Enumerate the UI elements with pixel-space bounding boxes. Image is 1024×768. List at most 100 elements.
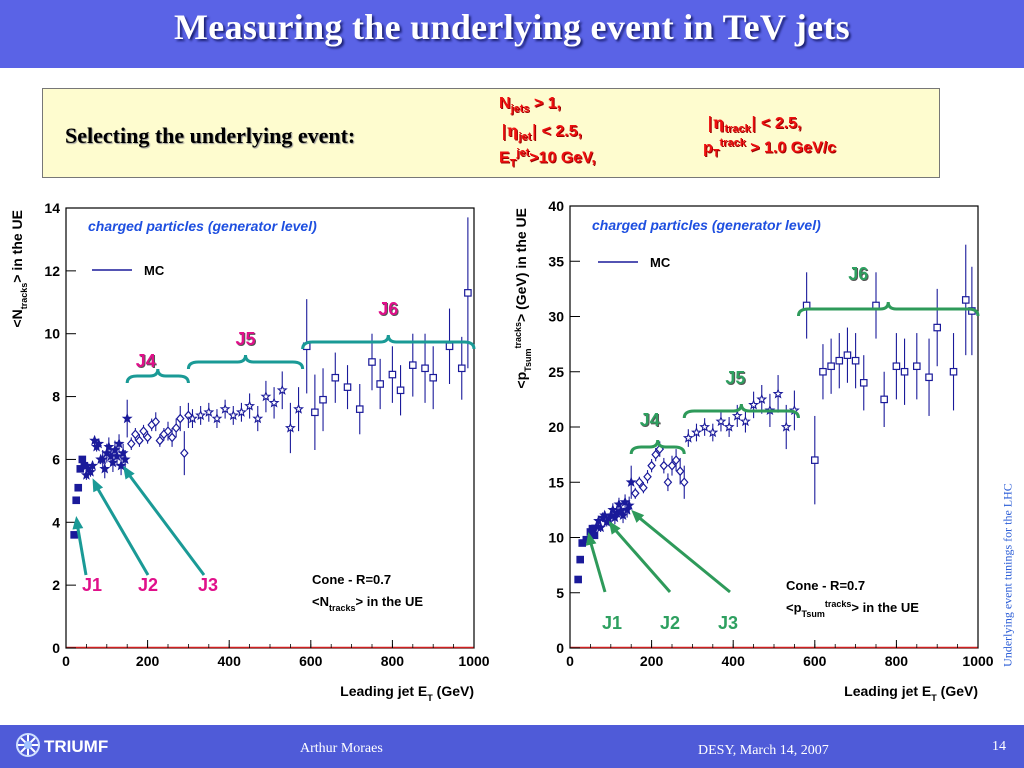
data-point bbox=[691, 426, 702, 438]
data-point bbox=[74, 483, 83, 492]
data-point bbox=[187, 412, 198, 424]
jet-label-j4: J4 bbox=[136, 351, 156, 371]
data-point bbox=[99, 463, 111, 474]
series-j3 bbox=[97, 399, 133, 479]
y-tick-label: 40 bbox=[548, 198, 564, 214]
data-point bbox=[892, 362, 901, 371]
legend: MC bbox=[92, 263, 165, 278]
data-point bbox=[85, 466, 96, 477]
data-point bbox=[679, 477, 689, 488]
slide-title: Measuring the underlying event in TeV je… bbox=[174, 7, 850, 47]
data-point bbox=[268, 397, 280, 408]
jet-label-j6: J6 bbox=[848, 264, 868, 284]
arrowhead-j1 bbox=[72, 516, 84, 530]
data-point bbox=[851, 356, 860, 365]
data-point bbox=[659, 460, 669, 471]
page-number: 14 bbox=[992, 739, 1006, 754]
series-j3 bbox=[607, 465, 637, 525]
triumf-logo-icon bbox=[16, 733, 40, 757]
data-point bbox=[625, 476, 637, 487]
data-point bbox=[396, 386, 405, 395]
brace-j4 bbox=[125, 368, 190, 384]
data-point bbox=[388, 370, 397, 379]
x-tick-label: 200 bbox=[136, 653, 160, 669]
selection-box: Selecting the underlying event: Njets > … bbox=[42, 88, 940, 178]
data-point bbox=[880, 395, 888, 404]
data-point bbox=[699, 421, 711, 432]
jet-label-j5: J5 bbox=[725, 368, 745, 388]
x-tick-label: 800 bbox=[885, 653, 909, 669]
arrow-j3 bbox=[637, 515, 731, 594]
data-point bbox=[429, 373, 438, 382]
data-point bbox=[72, 496, 81, 505]
data-point bbox=[827, 362, 835, 371]
data-point bbox=[574, 575, 582, 584]
data-point bbox=[464, 289, 472, 297]
jet-label-j3: J3 bbox=[718, 613, 738, 633]
y-tick-label: 10 bbox=[44, 326, 60, 342]
data-point bbox=[135, 435, 144, 446]
data-point bbox=[617, 509, 629, 521]
data-point bbox=[376, 380, 384, 388]
data-point bbox=[576, 555, 585, 564]
series-j6 bbox=[302, 217, 472, 450]
jet-label-j5: J5 bbox=[236, 329, 256, 349]
data-point bbox=[103, 441, 115, 452]
data-point bbox=[756, 393, 768, 405]
criterion-eta-track: |ηtrack| < 2.5, bbox=[707, 113, 802, 136]
data-point bbox=[155, 435, 165, 446]
series-j5 bbox=[682, 375, 800, 450]
criterion-et-jet: ETjet>10 GeV, bbox=[499, 147, 596, 170]
data-point bbox=[284, 422, 296, 433]
data-point bbox=[949, 367, 958, 376]
data-point bbox=[260, 390, 272, 402]
legend-label: MC bbox=[144, 263, 165, 278]
data-point bbox=[93, 437, 105, 449]
x-tick-label: 0 bbox=[62, 653, 70, 669]
data-point bbox=[715, 415, 727, 427]
legend-label: MC bbox=[650, 255, 671, 270]
data-point bbox=[319, 395, 327, 404]
data-point bbox=[933, 323, 942, 332]
arrowhead-j3 bbox=[123, 465, 135, 480]
arrow-j3 bbox=[127, 473, 206, 576]
data-point bbox=[331, 373, 340, 382]
y-tick-label: 2 bbox=[52, 577, 60, 593]
data-point bbox=[635, 477, 644, 488]
y-tick-label: 25 bbox=[548, 364, 564, 380]
arrowhead-j1 bbox=[585, 531, 597, 546]
x-tick-label: 1000 bbox=[458, 653, 489, 669]
data-point bbox=[235, 406, 247, 417]
data-point bbox=[819, 367, 827, 376]
jet-label-j6: J6 bbox=[378, 299, 398, 319]
footer-author: Arthur Moraes bbox=[300, 741, 383, 756]
jet-label-j2: J2 bbox=[138, 575, 158, 595]
data-point bbox=[961, 296, 970, 304]
x-tick-label: 400 bbox=[722, 653, 746, 669]
data-point bbox=[343, 383, 352, 391]
x-tick-label: 800 bbox=[381, 653, 405, 669]
y-tick-label: 8 bbox=[52, 389, 60, 405]
plot-ptsum: 0 200 400 600 800 1000 0 5 10 15 20 25 30 35 40 Leading… bbox=[513, 198, 994, 703]
arrowhead-j2 bbox=[92, 478, 104, 493]
data-point bbox=[643, 471, 652, 482]
y-tick-label: 5 bbox=[556, 585, 564, 601]
x-tick-label: 200 bbox=[640, 653, 664, 669]
y-tick-label: 30 bbox=[548, 309, 564, 325]
cone-label: Cone - R=0.7 bbox=[786, 578, 865, 593]
x-axis-label: Leading jet ET (GeV) bbox=[844, 683, 978, 703]
data-point bbox=[707, 426, 719, 438]
y-tick-label: 6 bbox=[52, 451, 60, 467]
series-j1 bbox=[70, 455, 89, 539]
data-point bbox=[180, 448, 189, 459]
data-point bbox=[195, 409, 207, 421]
jet-label-j1: J1 bbox=[82, 575, 102, 595]
brace-j5 bbox=[186, 354, 305, 370]
series-j2 bbox=[591, 509, 617, 533]
data-point bbox=[107, 456, 119, 468]
data-point bbox=[87, 459, 98, 471]
observable-label: <Ntracks> in the UE bbox=[312, 594, 423, 613]
brace-j6 bbox=[301, 334, 476, 350]
data-point bbox=[731, 410, 743, 421]
brace-j5 bbox=[682, 403, 800, 419]
